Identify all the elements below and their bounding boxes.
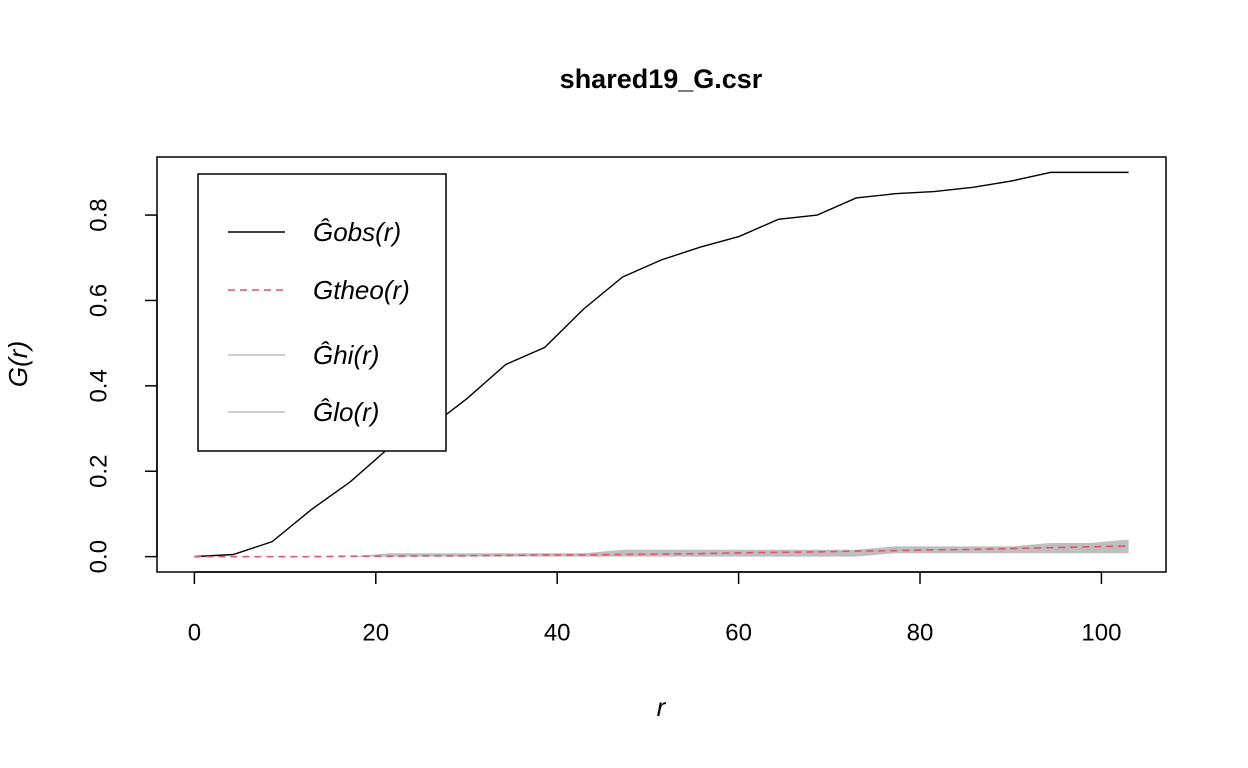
legend-box <box>197 173 447 452</box>
legend-label: Gtheo(r) <box>313 275 410 305</box>
legend-label: Ĝlo(r) <box>313 397 379 427</box>
x-tick-label: 40 <box>544 619 571 646</box>
y-axis-label: G(r) <box>3 341 33 387</box>
x-tick-label: 0 <box>188 619 201 646</box>
chart-title: shared19_G.csr <box>560 64 763 94</box>
envelope-band <box>194 539 1129 557</box>
y-tick-label: 0.0 <box>85 540 112 573</box>
x-tick-label: 80 <box>907 619 934 646</box>
x-tick-label: 100 <box>1081 619 1121 646</box>
y-tick-label: 0.8 <box>85 198 112 231</box>
x-axis-label: r <box>657 692 667 722</box>
x-tick-label: 20 <box>362 619 389 646</box>
legend-label: Ĝobs(r) <box>313 217 401 247</box>
y-tick-label: 0.6 <box>85 284 112 317</box>
y-tick-label: 0.4 <box>85 369 112 402</box>
series-line <box>194 171 1129 558</box>
y-tick-label: 0.2 <box>85 455 112 488</box>
x-tick-label: 60 <box>725 619 752 646</box>
legend-label: Ĝhi(r) <box>313 340 379 370</box>
